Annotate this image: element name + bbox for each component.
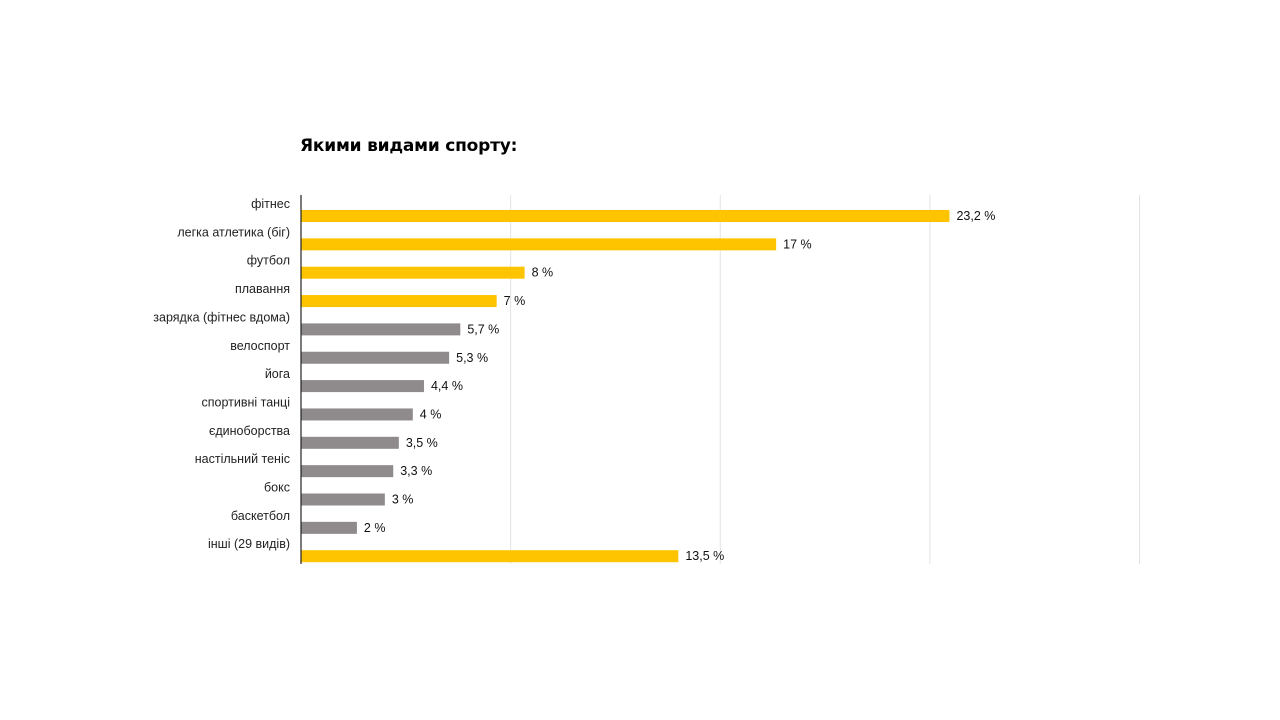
- category-label: футбол: [247, 254, 290, 268]
- value-label: 4 %: [420, 407, 442, 421]
- category-label: велоспорт: [230, 339, 290, 353]
- category-label: фітнес: [251, 197, 290, 211]
- bar: [301, 408, 413, 421]
- bar: [301, 380, 424, 393]
- category-label: інші (29 видів): [208, 537, 290, 551]
- bar: [301, 351, 450, 364]
- value-label: 5,7 %: [467, 322, 499, 336]
- bar: [301, 436, 399, 449]
- bar: [301, 238, 777, 251]
- value-label: 8 %: [532, 266, 554, 280]
- value-label: 7 %: [504, 294, 526, 308]
- category-label: бокс: [264, 481, 290, 495]
- value-label: 3,5 %: [406, 436, 438, 450]
- value-label: 3 %: [392, 493, 414, 507]
- bar: [301, 323, 461, 336]
- value-label: 3,3 %: [400, 464, 432, 478]
- category-label: єдиноборства: [209, 424, 290, 438]
- value-label: 23,2 %: [956, 209, 995, 223]
- value-label: 13,5 %: [685, 549, 724, 563]
- value-label: 4,4 %: [431, 379, 463, 393]
- bar: [301, 550, 679, 563]
- category-label: йога: [265, 367, 290, 381]
- value-label: 5,3 %: [456, 351, 488, 365]
- category-label: настільний теніс: [195, 452, 290, 466]
- bar: [301, 493, 385, 506]
- category-label: спортивні танці: [201, 395, 290, 409]
- bar: [301, 465, 394, 478]
- category-label: легка атлетика (біг): [177, 225, 290, 239]
- value-label: 17 %: [783, 237, 812, 251]
- bar: [301, 266, 525, 279]
- chart-title: Якими видами спорту:: [300, 136, 518, 156]
- value-label: 2 %: [364, 521, 386, 535]
- bar: [301, 210, 950, 222]
- bar: [301, 521, 357, 534]
- category-label: плавання: [235, 282, 290, 296]
- category-label: зарядка (фітнес вдома): [153, 310, 290, 324]
- category-label: баскетбол: [231, 509, 290, 523]
- bar: [301, 295, 497, 308]
